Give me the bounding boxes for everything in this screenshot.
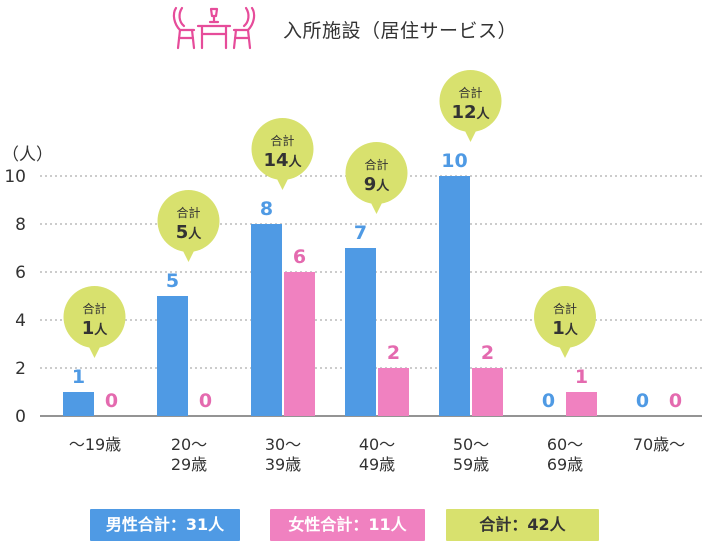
total-bubble-value: 9人 <box>364 174 391 195</box>
x-category-label: 50〜 <box>453 435 489 454</box>
chart-title: 入所施設（居住サービス） <box>283 20 518 42</box>
total-bubble-circle <box>251 118 314 180</box>
total-bubble-number: 1 <box>552 318 565 339</box>
total-bubble: 合計 9人 <box>345 142 408 214</box>
y-tick-label: 4 <box>15 311 26 331</box>
bar-male <box>251 224 282 416</box>
total-bubble-unit: 人 <box>477 106 491 122</box>
total-bubble-label: 合計 <box>270 133 294 148</box>
x-axis-categories: 〜19歳 20〜29歳 30〜39歳 40〜49歳 50〜59歳 60〜69歳 70歳〜 <box>69 435 685 474</box>
value-label-male: 7 <box>354 222 367 244</box>
value-label-male: 0 <box>636 390 649 412</box>
total-bubble-pointer <box>558 344 572 358</box>
total-bubble-pointer <box>463 128 478 142</box>
total-bubble-value: 14人 <box>263 150 302 171</box>
value-label-female: 2 <box>481 342 494 364</box>
x-category-label: 69歳 <box>547 455 583 474</box>
total-bubble-value: 1人 <box>552 318 579 339</box>
x-category-label: 60〜 <box>547 435 583 454</box>
total-bubble-label: 合計 <box>458 85 482 100</box>
x-category-label: 〜19歳 <box>69 435 121 454</box>
value-label-male: 10 <box>441 150 467 172</box>
total-bubble-circle <box>157 190 220 252</box>
y-tick-label: 0 <box>15 407 26 427</box>
bar-male <box>63 392 94 416</box>
total-bubble-pointer <box>181 248 196 262</box>
x-category-label: 20〜 <box>171 435 207 454</box>
y-tick-label: 8 <box>15 215 26 235</box>
total-bubble-label: 合計 <box>176 205 200 220</box>
total-bubble-circle <box>439 70 502 132</box>
total-bubble: 合計 5人 <box>157 190 220 262</box>
total-bubble-number: 5 <box>176 222 189 243</box>
bar-male <box>345 248 376 416</box>
total-bubble-pointer <box>87 344 102 358</box>
value-label-male: 1 <box>72 366 85 388</box>
total-bubble-unit: 人 <box>289 154 303 170</box>
total-bubble-label: 合計 <box>553 301 577 316</box>
total-bubble-label: 合計 <box>364 157 388 172</box>
legend-male-total: 男性合計：31人 <box>90 509 240 541</box>
y-axis-unit-label: （人） <box>2 145 53 165</box>
total-bubble-label: 合計 <box>82 301 106 316</box>
total-bubble-value: 12人 <box>451 102 490 123</box>
legend-female-total: 女性合計：11人 <box>270 509 425 541</box>
total-bubble-pointer <box>369 200 384 214</box>
total-bubble: 合計 1人 <box>63 286 126 358</box>
value-label-male: 5 <box>166 270 179 292</box>
x-category-label: 39歳 <box>265 455 301 474</box>
value-label-male: 8 <box>260 198 273 220</box>
y-axis: （人） 0 2 4 6 8 10 <box>2 145 53 427</box>
bar-male <box>157 296 188 416</box>
total-bubble-value: 1人 <box>82 318 109 339</box>
value-label-female: 6 <box>293 246 306 268</box>
total-bubble-unit: 人 <box>94 322 108 338</box>
chart-header: 入所施設（居住サービス） <box>0 0 702 60</box>
x-category-label: 70歳〜 <box>633 435 685 454</box>
total-bubble-unit: 人 <box>376 178 390 194</box>
y-tick-label: 6 <box>15 263 26 283</box>
total-bubble: 合計 12人 <box>439 70 502 142</box>
total-bubble-number: 12 <box>451 102 476 123</box>
value-label-female: 0 <box>669 390 682 412</box>
x-category-label: 29歳 <box>171 455 207 474</box>
bar-female <box>566 392 597 416</box>
total-bubble-circle <box>63 286 126 348</box>
y-tick-label: 2 <box>15 359 26 379</box>
total-bubble: 合計 14人 <box>251 118 314 190</box>
dining-table-chairs-icon <box>172 6 256 50</box>
y-tick-label: 10 <box>4 167 26 187</box>
total-bubble-pointer <box>275 176 290 190</box>
bars <box>63 176 597 416</box>
value-label-female: 0 <box>199 390 212 412</box>
total-bubble-unit: 人 <box>565 322 579 338</box>
x-category-label: 40〜 <box>359 435 395 454</box>
total-bubble-circle <box>345 142 408 204</box>
x-category-label: 49歳 <box>359 455 395 474</box>
value-label-female: 0 <box>105 390 118 412</box>
bar-female <box>472 368 503 416</box>
total-bubble-number: 1 <box>82 318 95 339</box>
total-bubble-number: 14 <box>263 150 288 171</box>
x-category-label: 59歳 <box>453 455 489 474</box>
value-label-female: 1 <box>575 366 588 388</box>
total-bubble: 合計 1人 <box>534 286 596 358</box>
bar-male <box>439 176 470 416</box>
bar-female <box>378 368 409 416</box>
bar-female <box>284 272 315 416</box>
total-bubble-circle <box>534 286 596 348</box>
total-bubble-number: 9 <box>364 174 377 195</box>
legend-grand-total: 合計：42人 <box>446 509 599 541</box>
total-bubble-value: 5人 <box>176 222 203 243</box>
value-label-female: 2 <box>387 342 400 364</box>
value-label-male: 0 <box>542 390 555 412</box>
x-category-label: 30〜 <box>265 435 301 454</box>
total-bubble-unit: 人 <box>188 226 202 242</box>
